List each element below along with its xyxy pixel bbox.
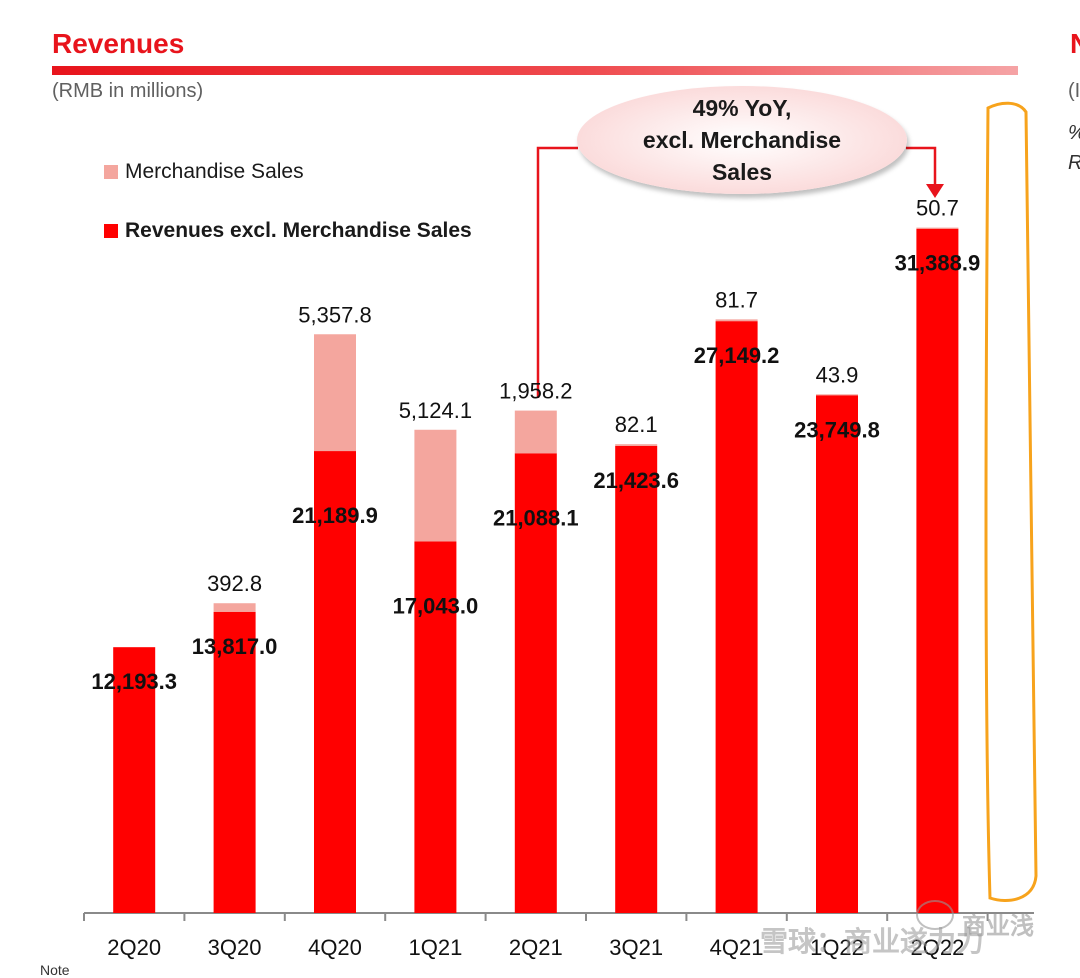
- x-tick-label: 2Q21: [509, 935, 563, 960]
- x-tick-label: 2Q22: [910, 935, 964, 960]
- next-panel-title-fragment: N: [1070, 28, 1080, 60]
- watermark-icon: [916, 900, 954, 930]
- data-label-revenues: 21,423.6: [593, 468, 679, 493]
- bar-merchandise-sales: [514, 410, 557, 454]
- legend-label-merchandise: Merchandise Sales: [125, 160, 304, 183]
- data-label-merchandise: 50.7: [916, 196, 959, 221]
- x-tick-label: 1Q21: [408, 935, 462, 960]
- bar-merchandise-sales: [916, 227, 959, 229]
- data-label-revenues: 12,193.3: [91, 669, 177, 694]
- bar-revenues-excl-merch: [715, 321, 758, 913]
- legend-revenues: Revenues excl. Merchandise Sales: [104, 219, 472, 243]
- data-label-merchandise: 1,958.2: [499, 379, 572, 404]
- bar-revenues-excl-merch: [414, 541, 457, 913]
- bar-merchandise-sales: [213, 603, 256, 612]
- legend-swatch-revenues: [104, 224, 118, 238]
- bar-revenues-excl-merch: [314, 451, 356, 913]
- footnote: Note: [40, 962, 70, 978]
- bar-revenues-excl-merch: [113, 647, 156, 913]
- next-panel-subtitle-fragment: (I: [1068, 80, 1080, 102]
- bar-merchandise-sales: [816, 394, 858, 396]
- watermark-brand: 商业浅: [962, 913, 1034, 940]
- callout-connector-left: [536, 146, 578, 398]
- x-tick-label: 3Q21: [609, 935, 663, 960]
- chart-title: Revenues: [52, 28, 185, 59]
- data-label-revenues: 13,817.0: [192, 634, 278, 659]
- callout-arrowhead: [926, 184, 944, 198]
- highlight-annotation-box: [984, 101, 1038, 902]
- data-label-revenues: 27,149.2: [694, 343, 780, 368]
- bar-merchandise-sales: [414, 429, 457, 542]
- data-label-merchandise: 392.8: [207, 571, 262, 596]
- data-label-revenues: 21,088.1: [493, 505, 579, 530]
- callout-text: 49% YoY, excl. Merchandise Sales: [642, 95, 842, 185]
- x-tick-label: 4Q20: [308, 935, 362, 960]
- bar-revenues-excl-merch: [514, 453, 557, 913]
- next-panel-text-fragment-1: %: [1068, 122, 1080, 145]
- data-label-merchandise: 5,124.1: [399, 398, 472, 423]
- x-tick-label: 2Q20: [107, 935, 161, 960]
- data-label-revenues: 23,749.8: [794, 417, 880, 442]
- callout-connector-right: [906, 146, 937, 190]
- title-underline: [52, 66, 1018, 75]
- legend-merchandise: Merchandise Sales: [104, 160, 304, 184]
- data-label-revenues: 17,043.0: [393, 593, 479, 618]
- chart-subtitle: (RMB in millions): [52, 80, 204, 102]
- bar-merchandise-sales: [715, 319, 758, 322]
- data-label-merchandise: 43.9: [816, 362, 859, 387]
- data-label-revenues: 31,388.9: [895, 251, 981, 276]
- bar-revenues-excl-merch: [816, 395, 858, 913]
- x-tick-label: 4Q21: [710, 935, 764, 960]
- bar-revenues-excl-merch: [916, 228, 959, 913]
- bar-merchandise-sales: [314, 334, 356, 452]
- bar-revenues-excl-merch: [615, 445, 658, 913]
- bar-merchandise-sales: [615, 444, 658, 446]
- data-label-merchandise: 5,357.8: [298, 302, 371, 327]
- data-label-revenues: 21,189.9: [292, 503, 378, 528]
- next-panel-text-fragment-2: R: [1068, 152, 1080, 175]
- data-label-merchandise: 81.7: [715, 287, 758, 312]
- data-label-merchandise: 82.1: [615, 412, 658, 437]
- x-tick-label: 1Q22: [810, 935, 864, 960]
- legend-swatch-merchandise: [104, 165, 118, 179]
- x-tick-label: 3Q20: [208, 935, 262, 960]
- yoy-callout: 49% YoY, excl. Merchandise Sales: [577, 86, 907, 194]
- watermark-text: 雪球：商业遂力力: [760, 926, 985, 957]
- bar-revenues-excl-merch: [213, 611, 256, 913]
- legend-label-revenues: Revenues excl. Merchandise Sales: [125, 219, 472, 242]
